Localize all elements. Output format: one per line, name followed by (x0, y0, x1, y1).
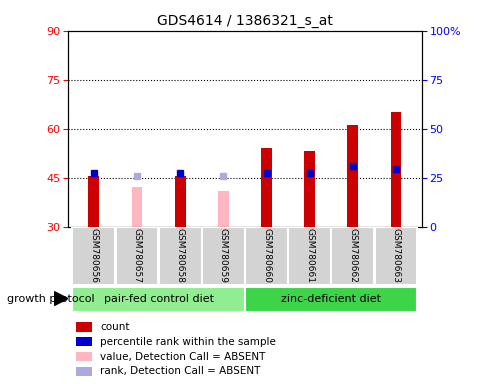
Text: GSM780657: GSM780657 (132, 228, 141, 283)
Bar (347, 126, 358, 227)
Text: GSM780656: GSM780656 (89, 228, 98, 283)
Bar (76, 322, 92, 332)
FancyBboxPatch shape (244, 287, 417, 311)
Bar (303, 152, 315, 227)
Bar (76, 367, 92, 376)
Polygon shape (54, 292, 68, 306)
Text: GSM780660: GSM780660 (261, 228, 271, 283)
FancyBboxPatch shape (287, 227, 331, 285)
Bar (217, 191, 228, 227)
Bar (76, 352, 92, 361)
Text: GSM780662: GSM780662 (348, 228, 357, 283)
Text: GSM780659: GSM780659 (218, 228, 227, 283)
FancyBboxPatch shape (158, 227, 201, 285)
Title: GDS4614 / 1386321_s_at: GDS4614 / 1386321_s_at (157, 14, 332, 28)
FancyBboxPatch shape (244, 227, 287, 285)
Text: count: count (100, 322, 130, 332)
FancyBboxPatch shape (331, 227, 374, 285)
Bar (131, 187, 142, 227)
Bar (260, 148, 272, 227)
Text: rank, Detection Call = ABSENT: rank, Detection Call = ABSENT (100, 366, 260, 376)
Bar (88, 176, 99, 227)
Bar (390, 113, 401, 227)
Text: value, Detection Call = ABSENT: value, Detection Call = ABSENT (100, 351, 265, 362)
Text: GSM780661: GSM780661 (304, 228, 314, 283)
FancyBboxPatch shape (72, 287, 244, 311)
Bar (174, 176, 185, 227)
FancyBboxPatch shape (115, 227, 158, 285)
Text: GSM780663: GSM780663 (391, 228, 400, 283)
FancyBboxPatch shape (72, 227, 115, 285)
Text: growth protocol: growth protocol (7, 294, 95, 304)
Text: zinc-deficient diet: zinc-deficient diet (281, 294, 380, 304)
Text: percentile rank within the sample: percentile rank within the sample (100, 337, 276, 347)
FancyBboxPatch shape (201, 227, 244, 285)
Bar (76, 337, 92, 346)
FancyBboxPatch shape (374, 227, 417, 285)
Text: pair-fed control diet: pair-fed control diet (104, 294, 213, 304)
Text: GSM780658: GSM780658 (175, 228, 184, 283)
